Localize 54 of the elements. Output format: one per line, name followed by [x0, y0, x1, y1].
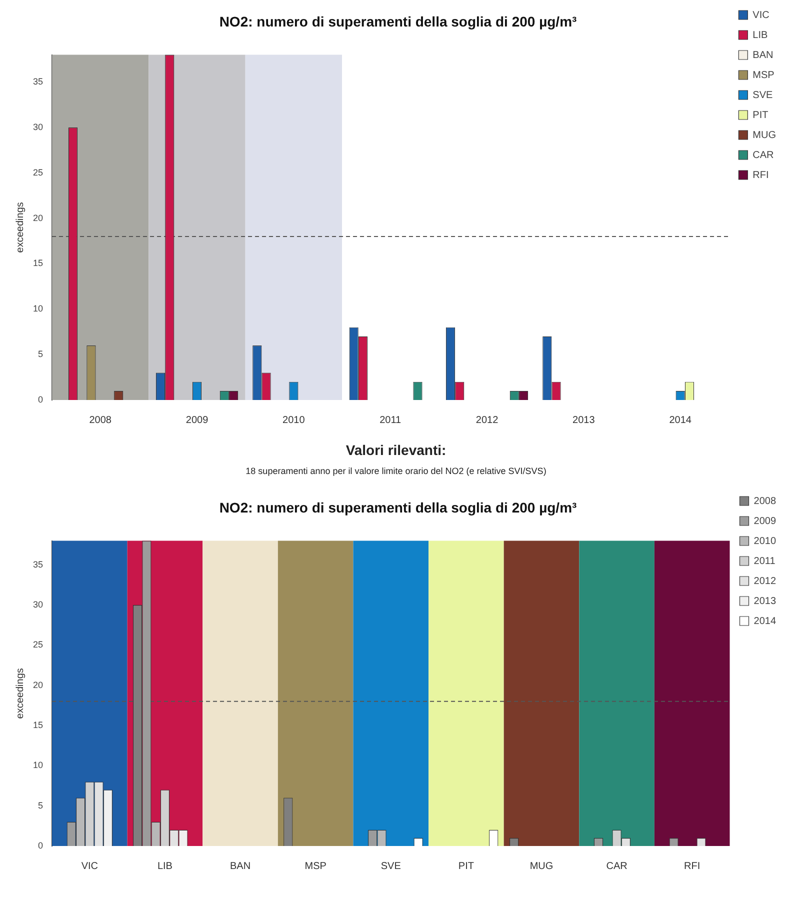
x-tick-label: 2012 [476, 414, 499, 426]
y-tick-label: 0 [38, 394, 44, 404]
y-axis-title: exceedings [14, 668, 26, 719]
y-tick-label: 10 [32, 760, 44, 770]
y-tick-label: 25 [32, 167, 44, 178]
x-tick-label: RFI [684, 860, 700, 872]
legend-label: MSP [752, 70, 775, 81]
x-tick-label: 2010 [282, 414, 306, 426]
chart-title: NO2: numero di superamenti della soglia di 200 µg/m³ [219, 13, 578, 30]
legend-label: 2010 [754, 536, 776, 547]
x-tick-label: 2011 [380, 414, 402, 426]
legend-label: 2008 [754, 496, 776, 507]
legend-label: PIT [752, 110, 768, 121]
legend-label: CAR [752, 150, 774, 161]
legend-label: 2014 [754, 616, 776, 627]
x-tick-label: PIT [458, 860, 474, 872]
y-tick-label: 20 [32, 680, 44, 690]
x-tick-label: LIB [157, 860, 173, 872]
x-tick-label: CAR [606, 860, 628, 872]
legend-label: SVE [752, 90, 774, 101]
x-tick-label: 2013 [572, 414, 596, 426]
y-tick-label: 0 [38, 840, 44, 850]
y-tick-label: 10 [32, 304, 44, 314]
x-tick-label: MUG [530, 860, 554, 872]
x-tick-label: 2008 [89, 414, 112, 426]
x-tick-label: 2009 [186, 414, 209, 426]
y-tick-label: 35 [32, 76, 44, 87]
legend-label: 2013 [754, 596, 776, 607]
y-axis-title: exceedings [14, 202, 26, 253]
text: Valori rilevanti: [344, 442, 448, 458]
legend-label: 2011 [754, 556, 776, 567]
legend-label: LIB [752, 30, 768, 41]
x-tick-label: SVE [380, 860, 402, 872]
y-tick-label: 30 [32, 600, 44, 610]
x-tick-label: VIC [81, 860, 98, 872]
legend-label: BAN [752, 50, 774, 61]
legend-label: MUG [752, 130, 776, 141]
y-tick-label: 35 [32, 559, 44, 570]
y-tick-label: 15 [32, 720, 44, 730]
y-tick-label: 15 [32, 258, 44, 268]
text: 18 superamenti anno per il valore limite orario del NO2 (e relative SVI/SVS) [244, 466, 548, 476]
chart-title: NO2: numero di superamenti della soglia di 200 µg/m³ [219, 499, 578, 516]
y-tick-label: 25 [32, 640, 44, 650]
legend-label: RFI [752, 170, 769, 181]
y-tick-label: 5 [38, 349, 44, 360]
legend-label: 2012 [754, 576, 776, 587]
x-tick-label: 2014 [669, 414, 692, 426]
y-tick-label: 20 [32, 212, 44, 223]
legend-label: VIC [752, 10, 770, 21]
x-tick-label: MSP [304, 860, 327, 872]
x-tick-label: BAN [230, 860, 251, 872]
y-tick-label: 30 [32, 122, 44, 132]
legend-label: 2009 [754, 516, 776, 527]
y-tick-label: 5 [38, 800, 44, 810]
